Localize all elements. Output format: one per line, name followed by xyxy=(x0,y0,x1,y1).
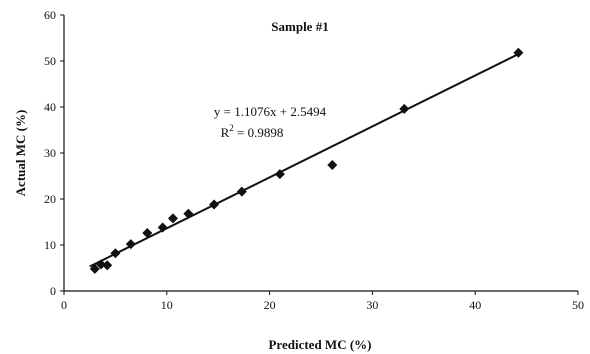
ticks: 0 10 20 30 40 50 0 10 20 30 40 50 60 xyxy=(44,8,584,312)
x-tick-label: 30 xyxy=(366,298,378,312)
x-tick-label: 40 xyxy=(469,298,481,312)
x-tick-label: 10 xyxy=(161,298,173,312)
data-point xyxy=(167,213,178,224)
y-tick-label: 50 xyxy=(44,54,56,68)
y-tick-label: 20 xyxy=(44,192,56,206)
data-point xyxy=(102,260,113,271)
r-squared-label: R2 = 0.9898 xyxy=(221,123,284,140)
x-tick-label: 50 xyxy=(572,298,584,312)
regression-equation: y = 1.1076x + 2.5494 xyxy=(214,104,327,119)
chart-title: Sample #1 xyxy=(271,19,328,34)
data-point xyxy=(125,239,136,250)
data-point xyxy=(399,103,410,114)
data-point xyxy=(209,199,220,210)
y-axis-title: Actual MC (%) xyxy=(13,110,28,197)
data-point xyxy=(142,228,153,239)
y-tick-label: 30 xyxy=(44,146,56,160)
data-point xyxy=(96,259,107,270)
data-point xyxy=(183,208,194,219)
data-point xyxy=(327,159,338,170)
data-point xyxy=(274,169,285,180)
data-point xyxy=(157,222,168,233)
trendline-group xyxy=(89,53,519,268)
x-tick-label: 0 xyxy=(61,298,67,312)
y-tick-label: 0 xyxy=(50,284,56,298)
data-points xyxy=(89,47,524,274)
data-point xyxy=(110,248,121,259)
y-tick-label: 60 xyxy=(44,8,56,22)
x-tick-label: 20 xyxy=(264,298,276,312)
x-axis-title: Predicted MC (%) xyxy=(268,337,371,352)
trendline xyxy=(89,53,519,268)
y-tick-label: 10 xyxy=(44,238,56,252)
data-point xyxy=(236,186,247,197)
data-point xyxy=(513,47,524,58)
y-tick-label: 40 xyxy=(44,100,56,114)
data-point xyxy=(89,263,100,274)
